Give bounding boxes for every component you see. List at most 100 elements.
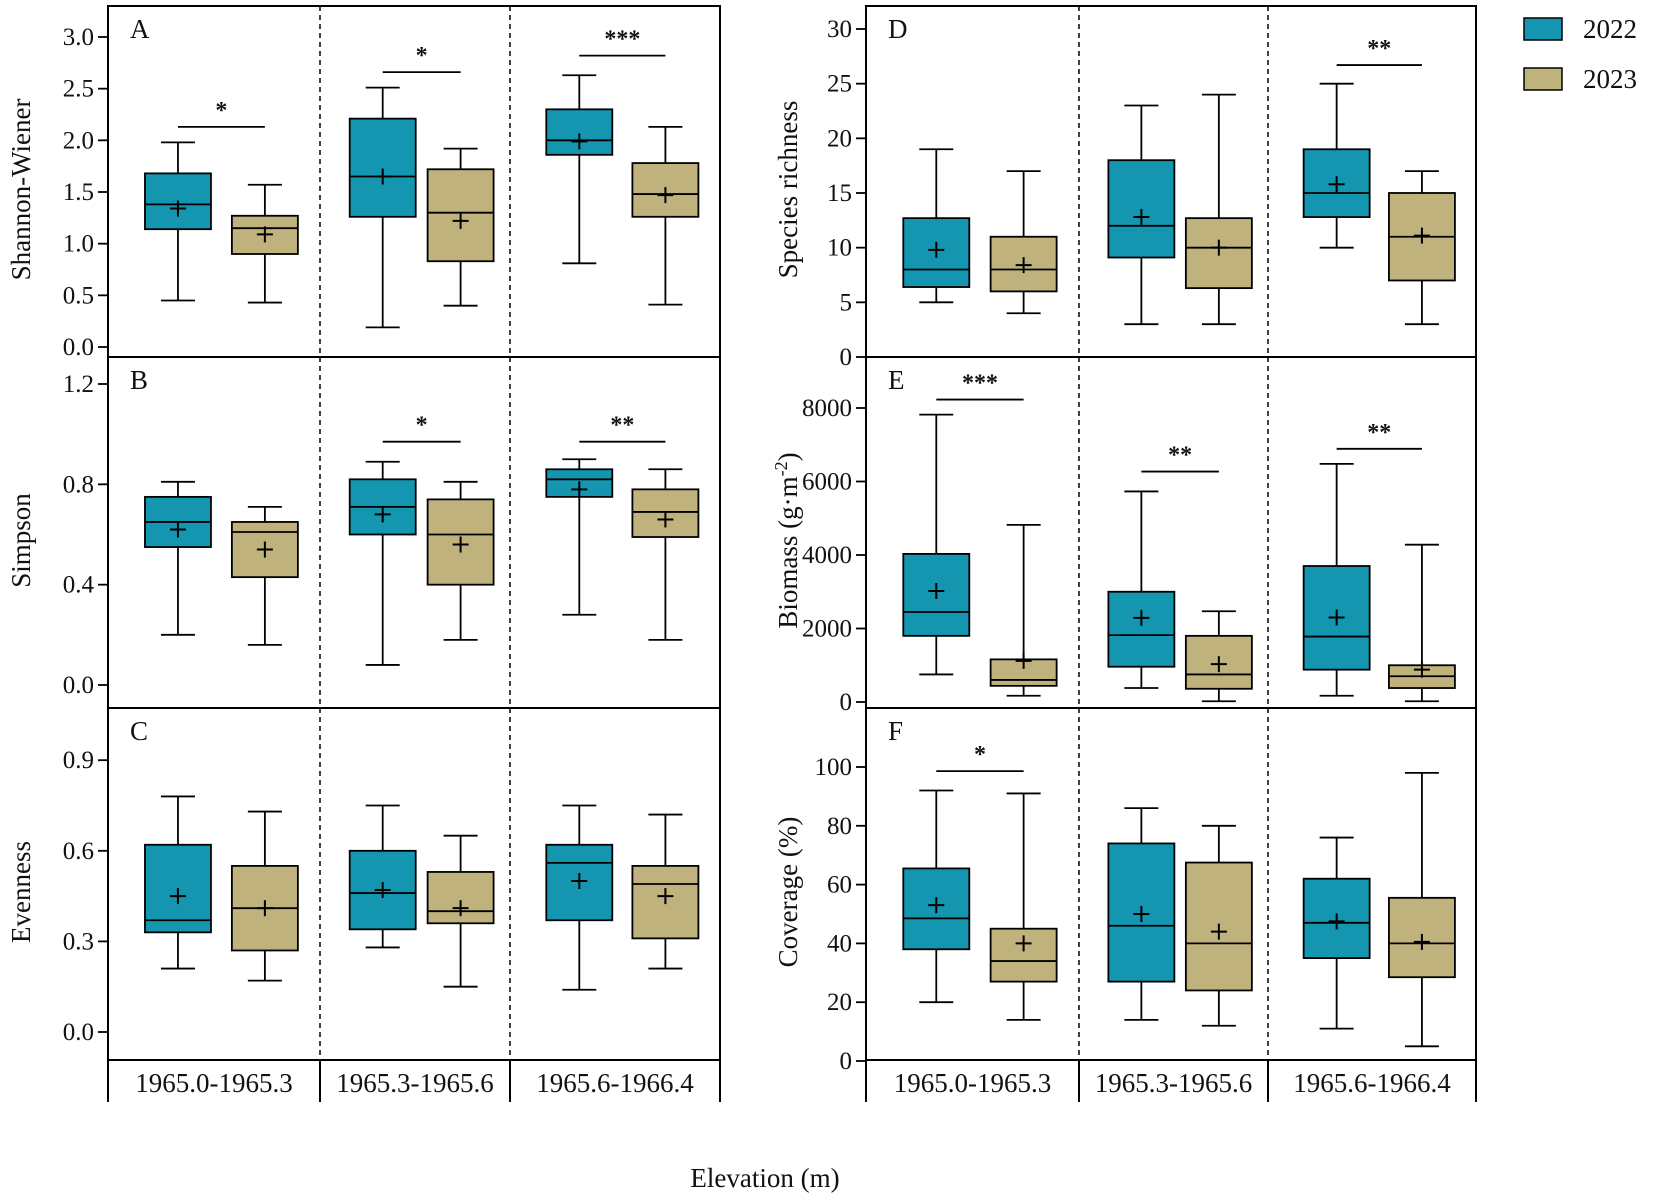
y-tick-label: 6000 bbox=[802, 469, 852, 496]
y-tick-label: 1.0 bbox=[63, 231, 94, 258]
box-2023-1 bbox=[230, 810, 299, 982]
box-2022-2 bbox=[1107, 490, 1176, 689]
box-2022-1 bbox=[902, 148, 971, 304]
panel-letter: D bbox=[888, 14, 908, 44]
category-label: 1965.6-1966.4 bbox=[536, 1068, 694, 1098]
box-body bbox=[989, 658, 1058, 687]
significance-label: * bbox=[215, 98, 227, 124]
significance-label: ** bbox=[1367, 420, 1391, 446]
box-2023-1 bbox=[989, 792, 1058, 1021]
significance-label: * bbox=[416, 413, 428, 439]
y-tick-label: 15 bbox=[827, 180, 852, 207]
box-2022-2 bbox=[348, 86, 417, 329]
significance-label: * bbox=[974, 742, 986, 768]
category-label: 1965.6-1966.4 bbox=[1293, 1068, 1451, 1098]
box-2022-2 bbox=[1107, 104, 1176, 326]
panel-c: C 0.0 0.3 0.6 0.9 Evenness bbox=[6, 707, 721, 1061]
y-tick-label: 0 bbox=[840, 344, 853, 371]
panel-f: F 0 20 40 60 80 100 Coverage (%) * bbox=[773, 707, 1477, 1075]
y-tick-label: 0.0 bbox=[63, 334, 94, 361]
y-tick-label: 5 bbox=[840, 289, 853, 316]
y-axis-title: Species richness bbox=[773, 101, 803, 279]
y-axis-title: Simpson bbox=[6, 493, 36, 588]
panel-letter: E bbox=[888, 365, 905, 395]
box-2023-2 bbox=[426, 834, 495, 988]
box-body bbox=[1107, 159, 1176, 259]
panel-frame bbox=[107, 707, 721, 1061]
y-axis-title: Shannon-Wiener bbox=[6, 99, 36, 281]
box-2022-3 bbox=[545, 458, 614, 616]
y-tick-label: 20 bbox=[827, 125, 852, 152]
y-tick-label: 4000 bbox=[802, 542, 852, 569]
y-tick-label: 8000 bbox=[802, 395, 852, 422]
y-tick-label: 40 bbox=[827, 930, 852, 957]
y-tick-label: 0.6 bbox=[63, 838, 94, 865]
legend-label: 2022 bbox=[1583, 14, 1637, 44]
box-2022-3 bbox=[545, 804, 614, 991]
panel-letter: B bbox=[130, 365, 148, 395]
box-2023-3 bbox=[631, 813, 700, 970]
box-body bbox=[348, 117, 417, 218]
y-tick-label: 100 bbox=[815, 754, 853, 781]
y-tick-label: 0.8 bbox=[63, 471, 94, 498]
box-body bbox=[1107, 590, 1176, 668]
box-2022-1 bbox=[144, 480, 212, 636]
category-axis-right: 1965.0-1965.3 1965.3-1965.6 1965.6-1966.4 bbox=[865, 1060, 1477, 1102]
y-tick-label: 0.0 bbox=[63, 1019, 94, 1046]
y-axis-title: Coverage (%) bbox=[773, 817, 803, 968]
significance-label: ** bbox=[1168, 443, 1192, 469]
box-2023-3 bbox=[1388, 170, 1456, 326]
box-body bbox=[1107, 842, 1176, 983]
y-axis-title: Evenness bbox=[6, 841, 36, 943]
y-tick-label: 20 bbox=[827, 989, 852, 1016]
box-2023-3 bbox=[1388, 543, 1456, 703]
box-2023-1 bbox=[989, 170, 1058, 315]
legend-swatch bbox=[1523, 67, 1563, 91]
category-label: 1965.3-1965.6 bbox=[1095, 1068, 1253, 1098]
significance-label: ** bbox=[610, 413, 634, 439]
box-2023-2 bbox=[1184, 93, 1253, 326]
significance-label: ** bbox=[1367, 36, 1391, 62]
box-body bbox=[545, 843, 614, 922]
y-tick-label: 80 bbox=[827, 813, 852, 840]
y-tick-label: 60 bbox=[827, 872, 852, 899]
box-2023-1 bbox=[230, 183, 299, 304]
box-2023-3 bbox=[1388, 771, 1456, 1048]
box-2022-2 bbox=[348, 460, 417, 666]
box-2022-3 bbox=[545, 74, 614, 265]
box-2023-3 bbox=[631, 126, 700, 306]
box-2023-2 bbox=[1184, 824, 1253, 1027]
significance-label: *** bbox=[604, 27, 640, 53]
x-axis-title: Elevation (m) bbox=[690, 1163, 839, 1193]
y-tick-label: 0.3 bbox=[63, 928, 94, 955]
y-tick-label: 0.5 bbox=[63, 282, 94, 309]
panel-letter: A bbox=[130, 14, 150, 44]
box-2022-2 bbox=[348, 804, 417, 949]
panel-d: D 0 5 10 15 20 25 30 Species richness ** bbox=[773, 5, 1477, 371]
y-tick-label: 0 bbox=[840, 689, 853, 716]
y-tick-label: 2000 bbox=[802, 616, 852, 643]
y-tick-label: 2.5 bbox=[63, 76, 94, 103]
legend-swatch bbox=[1523, 17, 1563, 41]
y-axis-title: Biomass (g·m-2) bbox=[771, 452, 803, 628]
y-tick-label: 25 bbox=[827, 71, 852, 98]
y-tick-label: 10 bbox=[827, 235, 852, 262]
legend-label: 2023 bbox=[1583, 64, 1637, 94]
y-tick-label: 0 bbox=[840, 1048, 853, 1075]
y-tick-label: 1.2 bbox=[63, 371, 94, 398]
y-tick-label: 0.4 bbox=[63, 572, 95, 599]
category-label: 1965.0-1965.3 bbox=[135, 1068, 293, 1098]
y-tick-label: 3.0 bbox=[63, 24, 94, 51]
box-2022-1 bbox=[144, 795, 212, 970]
panel-letter: C bbox=[130, 716, 148, 746]
box-2022-1 bbox=[144, 141, 212, 302]
box-2023-1 bbox=[989, 523, 1058, 697]
box-2022-3 bbox=[1302, 82, 1371, 249]
box-2022-2 bbox=[1107, 807, 1176, 1021]
panel-letter: F bbox=[888, 716, 903, 746]
box-2022-3 bbox=[1302, 836, 1371, 1030]
